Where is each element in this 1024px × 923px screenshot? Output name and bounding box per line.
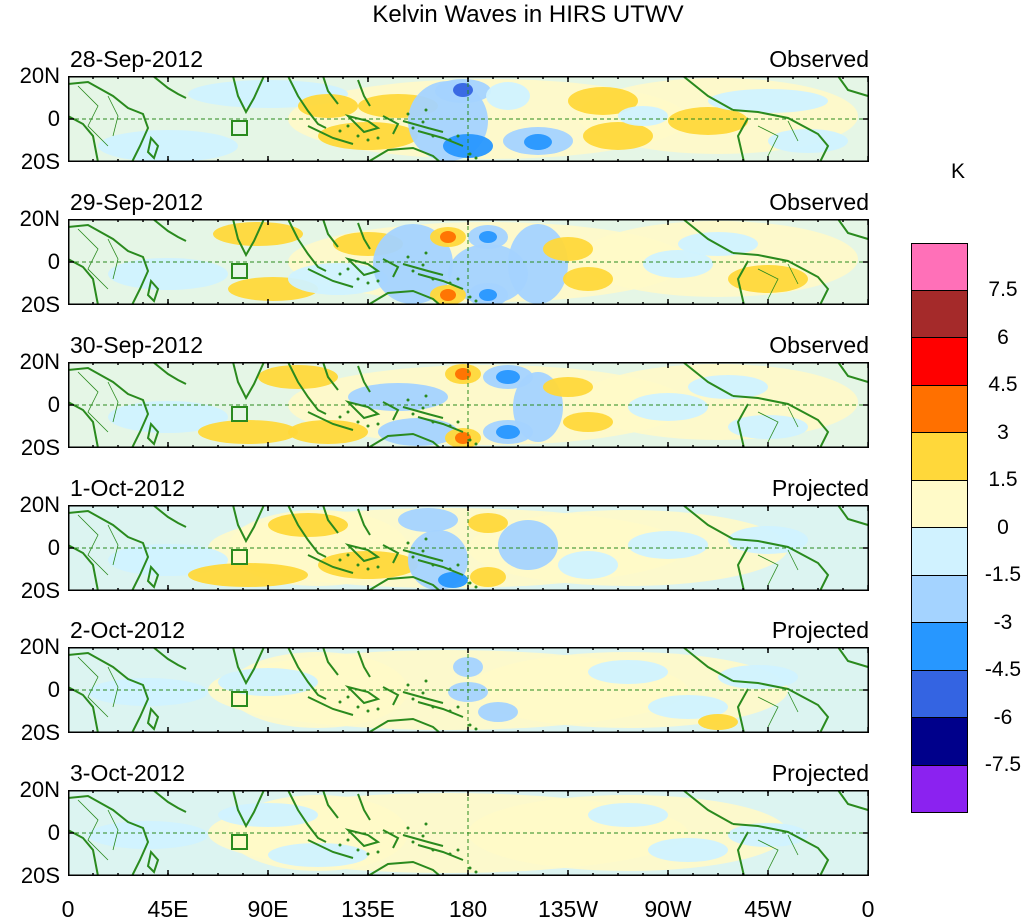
- colorbar-label: 1.5: [988, 468, 1018, 491]
- colorbar-swatch: [911, 480, 968, 528]
- lat-label-south: 20S: [20, 720, 60, 745]
- colorbar-swatch: [911, 243, 968, 291]
- panel-date: 30-Sep-2012: [70, 332, 203, 358]
- colorbar-label: -7.5: [984, 753, 1022, 776]
- lat-label-north: 20N: [19, 206, 60, 231]
- panel-status: Observed: [769, 332, 869, 358]
- figure-title: Kelvin Waves in HIRS UTWV: [372, 1, 684, 28]
- colorbar-label: -4.5: [984, 658, 1022, 681]
- map-panel: 29-Sep-2012 Observed 20N 0 20S: [20, 189, 869, 317]
- colorbar-swatch: [911, 385, 968, 433]
- lat-label-south: 20S: [20, 578, 60, 603]
- lat-label-south: 20S: [20, 435, 60, 460]
- colorbar-swatch: [911, 527, 968, 576]
- panel-date: 28-Sep-2012: [70, 46, 203, 72]
- anomaly-map: [68, 647, 869, 733]
- lon-tick-label: 45W: [744, 896, 792, 922]
- anomaly-map: [68, 362, 869, 448]
- longitude-axis: 0 45E 90E 135E 180 135W 90W 45W 0: [0, 896, 1024, 922]
- lat-label-equator: 0: [47, 392, 60, 417]
- lat-label-south: 20S: [20, 292, 60, 317]
- lon-tick-label: 45E: [147, 896, 189, 922]
- lon-tick-label: 135E: [341, 896, 395, 922]
- colorbar-label: 7.5: [988, 278, 1018, 301]
- panel-status: Projected: [771, 617, 869, 643]
- lat-label-north: 20N: [19, 492, 60, 517]
- panel-date: 3-Oct-2012: [70, 760, 186, 786]
- lat-label-south: 20S: [20, 863, 60, 888]
- lat-label-north: 20N: [19, 634, 60, 659]
- panel-date: 2-Oct-2012: [70, 617, 186, 643]
- lat-label-north: 20N: [19, 63, 60, 88]
- colorbar-swatch: [911, 765, 968, 813]
- anomaly-map: [68, 76, 869, 162]
- colorbar-label: -3: [993, 611, 1013, 634]
- lon-tick-label: 90W: [644, 896, 692, 922]
- colorbar-swatch: [911, 717, 968, 766]
- lat-label-north: 20N: [19, 777, 60, 802]
- colorbar-swatch: [911, 337, 968, 386]
- map-panel: 3-Oct-2012 Projected 20N 0 20S: [20, 760, 869, 888]
- lat-label-equator: 0: [47, 106, 60, 131]
- map-panel: 1-Oct-2012 Projected 20N 0 20S: [20, 475, 869, 603]
- colorbar-label: 3: [997, 421, 1009, 444]
- map-panel: 2-Oct-2012 Projected 20N 0 20S: [20, 617, 869, 745]
- colorbar-label: 0: [997, 516, 1009, 539]
- anomaly-map: [68, 219, 869, 305]
- anomaly-map: [68, 505, 869, 591]
- colorbar-label: 6: [997, 326, 1009, 349]
- lat-label-south: 20S: [20, 149, 60, 174]
- colorbar-swatch: [911, 432, 968, 481]
- colorbar-units: K: [951, 160, 966, 183]
- lon-tick-label: 180: [448, 896, 488, 922]
- map-panel: 28-Sep-2012 Observed 20N 0 20S: [20, 46, 869, 174]
- panel-status: Observed: [769, 46, 869, 72]
- lat-label-equator: 0: [47, 820, 60, 845]
- colorbar-label: -1.5: [984, 563, 1022, 586]
- lon-tick-label: 0: [61, 896, 75, 922]
- panel-date: 1-Oct-2012: [70, 475, 186, 501]
- colorbar-swatch: [911, 670, 968, 718]
- colorbar-swatch: [911, 290, 968, 338]
- panel-status: Projected: [771, 760, 869, 786]
- lon-tick-label: 135W: [537, 896, 599, 922]
- lat-label-equator: 0: [47, 677, 60, 702]
- anomaly-map: [68, 790, 869, 876]
- panel-status: Projected: [771, 475, 869, 501]
- map-panel: 30-Sep-2012 Observed 20N 0 20S: [20, 332, 869, 460]
- colorbar-swatch: [911, 575, 968, 623]
- lon-tick-label: 0: [861, 896, 875, 922]
- panel-status: Observed: [769, 189, 869, 215]
- lat-label-north: 20N: [19, 349, 60, 374]
- panel-date: 29-Sep-2012: [70, 189, 203, 215]
- colorbar-label: 4.5: [988, 373, 1018, 396]
- colorbar-label: -6: [993, 706, 1013, 729]
- lon-tick-label: 90E: [247, 896, 289, 922]
- lat-label-equator: 0: [47, 535, 60, 560]
- lat-label-equator: 0: [47, 249, 60, 274]
- colorbar-swatch: [911, 622, 968, 671]
